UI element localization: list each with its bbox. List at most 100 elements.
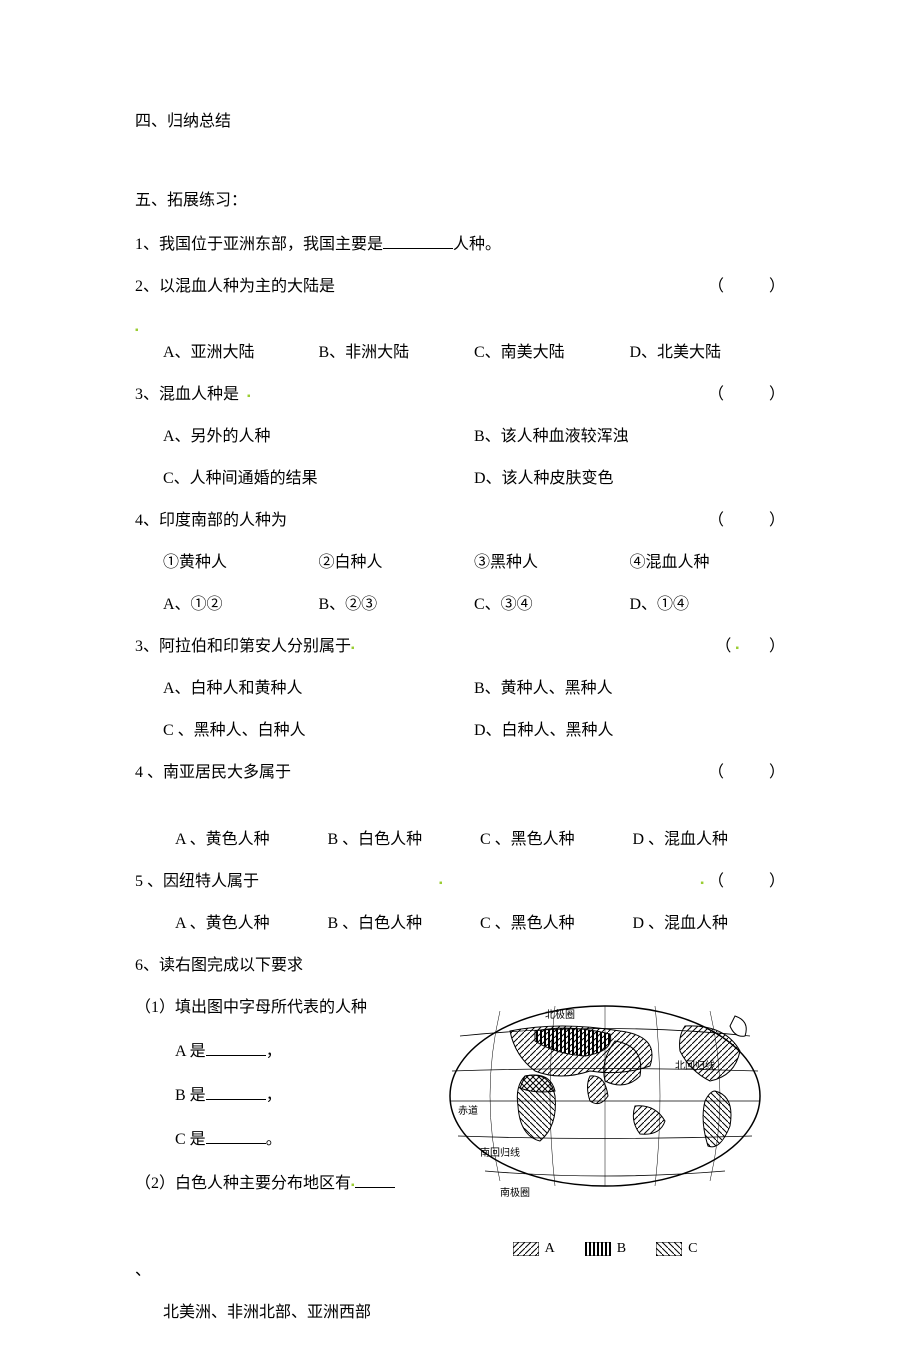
q3-options: A、另外的人种 B、该人种血液较浑浊 C、人种间通婚的结果 D、该人种皮肤变色 — [135, 425, 785, 491]
paren-open: （ — [708, 873, 724, 890]
q3-paren: （） — [708, 383, 785, 407]
question-3: 3、混血人种是 ▪ （） — [135, 383, 785, 407]
q3b-opt-a: A、白种人和黄种人 — [163, 677, 474, 701]
q4-paren: （） — [708, 509, 785, 533]
q3b-dot: ▪ — [351, 643, 355, 654]
q6-b-line: B 是 ， — [135, 1082, 425, 1108]
paren-open: （ — [708, 512, 724, 529]
q2-text: 2、以混血人种为主的大陆是 — [135, 275, 335, 299]
map-legend: A B C — [513, 1238, 698, 1259]
q1-blank — [383, 231, 453, 249]
comma: ， — [266, 1043, 282, 1060]
q6-sub2: （2）白色人种主要分布地区有▪ — [135, 1170, 425, 1196]
q4b-opt-c: C 、黑色人种 — [480, 828, 633, 852]
q4b-opt-a: A 、黄色人种 — [175, 828, 328, 852]
section-4-title: 四、归纳总结 — [135, 110, 785, 134]
q4-opt-b: B、②③ — [319, 593, 475, 617]
legend-c: C — [656, 1238, 697, 1259]
q1-text-a: 1、我国位于亚洲东部，我国主要是 — [135, 236, 383, 253]
q2-dot: ▪ — [135, 317, 785, 341]
q3-opt-d: D、该人种皮肤变色 — [474, 467, 785, 491]
q2-opt-b: B、非洲大陆 — [319, 341, 475, 365]
q4-opt-c: C、③④ — [474, 593, 630, 617]
paren-close: ） — [769, 873, 785, 890]
q3b-text: 3、阿拉伯和印第安人分别属于 — [135, 638, 351, 655]
label-arctic: 北极圈 — [545, 1008, 575, 1021]
q3b-opt-b: B、黄种人、黑种人 — [474, 677, 785, 701]
q4-opt-a: A、①② — [163, 593, 319, 617]
q4-opt-d: D、①④ — [630, 593, 786, 617]
q2-opt-d: D、北美大陆 — [630, 341, 786, 365]
q3-dot: ▪ — [247, 391, 251, 402]
question-1: 1、我国位于亚洲东部，我国主要是 人种。 — [135, 231, 785, 257]
q4-text: 4、印度南部的人种为 — [135, 509, 287, 533]
period: 。 — [266, 1131, 282, 1148]
q5-opt-a: A 、黄色人种 — [175, 912, 328, 936]
paren-close: ） — [769, 278, 785, 295]
q2-opt-a: A、亚洲大陆 — [163, 341, 319, 365]
paren-close: ） — [769, 386, 785, 403]
q6-a-line: A 是 ， — [135, 1038, 425, 1064]
label-tropic-n: 北回归线 — [675, 1059, 715, 1072]
q6-donot: 、 — [135, 1259, 785, 1283]
q4b-opt-d: D 、混血人种 — [633, 828, 786, 852]
q4b-paren: （） — [708, 761, 785, 785]
paren-open: （ — [715, 638, 731, 655]
q2-paren: （） — [708, 275, 785, 299]
q3-opt-b: B、该人种血液较浑浊 — [474, 425, 785, 449]
q3b-options: A、白种人和黄种人 B、黄种人、黑种人 C 、黑种人、白种人 D、白种人、黑种人 — [135, 677, 785, 743]
q5-opt-d: D 、混血人种 — [633, 912, 786, 936]
q5-paren: ▪ （） — [700, 870, 785, 894]
q3b-paren: （ ▪） — [715, 635, 785, 659]
label-equator: 赤道 — [458, 1104, 478, 1117]
world-map-figure: 北极圈 北回归线 赤道 南回归线 南极圈 — [440, 996, 770, 1226]
question-2: 2、以混血人种为主的大陆是 （） — [135, 275, 785, 299]
q3-text: 3、混血人种是 — [135, 386, 239, 403]
legend-b-label: B — [617, 1238, 626, 1259]
q6-a-blank — [206, 1038, 266, 1056]
q5-opt-b: B 、白色人种 — [328, 912, 481, 936]
question-3b: 3、阿拉伯和印第安人分别属于▪ （ ▪） — [135, 635, 785, 659]
q3b-opt-c: C 、黑种人、白种人 — [163, 719, 474, 743]
q6-a-label: A 是 — [175, 1043, 206, 1060]
question-6: 6、读右图完成以下要求 — [135, 954, 785, 978]
q5-text: 5 、因纽特人属于▪ — [135, 870, 443, 894]
paren-close: ） — [769, 638, 785, 655]
label-antarctic: 南极圈 — [500, 1186, 530, 1199]
q3-opt-a: A、另外的人种 — [163, 425, 474, 449]
question-4: 4、印度南部的人种为 （） — [135, 509, 785, 533]
section-5-title: 五、拓展练习： — [135, 189, 785, 213]
q5-options: A 、黄色人种 B 、白色人种 C 、黑色人种 D 、混血人种 — [135, 912, 785, 936]
q3b-opt-d: D、白种人、黑种人 — [474, 719, 785, 743]
q6-c-label: C 是 — [175, 1131, 206, 1148]
q4b-opt-b: B 、白色人种 — [328, 828, 481, 852]
q6-c-blank — [206, 1126, 266, 1144]
q4-sub3: ③黑种人 — [474, 551, 630, 575]
q6-content: （1）填出图中字母所代表的人种 A 是， B 是， C 是。 （2）白色人种主要… — [135, 996, 785, 1259]
q4b-text: 4 、南亚居民大多属于 — [135, 761, 291, 785]
q6-sub2-text: （2）白色人种主要分布地区有 — [135, 1175, 351, 1192]
comma: ， — [266, 1087, 282, 1104]
q4-sub2: ②白种人 — [319, 551, 475, 575]
question-4b: 4 、南亚居民大多属于 （） — [135, 761, 785, 785]
q4-sub4: ④混血人种 — [630, 551, 786, 575]
q6-last: 北美洲、非洲北部、亚洲西部 — [135, 1301, 785, 1325]
q4b-options: A 、黄色人种 B 、白色人种 C 、黑色人种 D 、混血人种 — [135, 828, 785, 852]
q6-b-blank — [206, 1082, 266, 1100]
legend-a: A — [513, 1238, 555, 1259]
q4-options: A、①② B、②③ C、③④ D、①④ — [135, 593, 785, 617]
paren-open: （ — [708, 386, 724, 403]
paren-close: ） — [769, 764, 785, 781]
q2-options: A、亚洲大陆 B、非洲大陆 C、南美大陆 D、北美大陆 — [135, 341, 785, 365]
q6-c-line: C 是 。 — [135, 1126, 425, 1152]
q4-sub1: ①黄种人 — [163, 551, 319, 575]
q5-opt-c: C 、黑色人种 — [480, 912, 633, 936]
q1-text-b: 人种。 — [453, 236, 501, 253]
label-tropic-s: 南回归线 — [480, 1146, 520, 1159]
q6-b-label: B 是 — [175, 1087, 206, 1104]
legend-a-label: A — [545, 1238, 555, 1259]
legend-b: B — [585, 1238, 626, 1259]
paren-close: ） — [769, 512, 785, 529]
q6-sub2-blank — [355, 1170, 395, 1188]
q4-subopts: ①黄种人 ②白种人 ③黑种人 ④混血人种 — [135, 551, 785, 575]
